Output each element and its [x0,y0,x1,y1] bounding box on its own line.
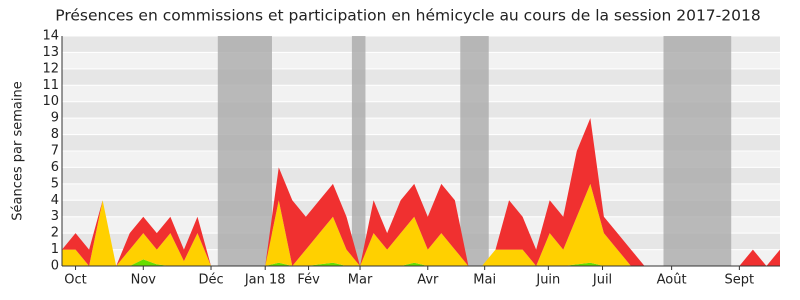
vacation-band [663,36,732,266]
y-tick-label: 10 [42,94,59,109]
x-tick-label: Juil [592,273,612,288]
x-tick-label: Nov [131,273,157,288]
y-tick-label: 8 [51,127,59,142]
x-tick-label: Juin [535,273,560,288]
area [62,259,780,266]
y-tick-label: 13 [42,45,59,60]
vacation-band [217,36,272,266]
y-tick-label: 7 [51,144,59,159]
x-tick-label: Sept [725,273,755,288]
y-tick-label: 3 [51,209,59,224]
y-tick-label: 6 [51,160,59,175]
y-tick-label: 1 [51,242,59,257]
y-tick-label: 4 [51,193,59,208]
vacation-band [351,36,366,266]
y-tick-label: 12 [42,61,59,76]
x-tick-label: Août [657,273,687,288]
y-tick-label: 14 [42,29,59,44]
x-tick-label: Fév [297,273,320,288]
x-tick-label: Jan 18 [244,273,286,288]
chart-title: Présences en commissions et participatio… [55,7,760,25]
x-tick-label: Mar [348,273,373,288]
x-tick-label: Déc [198,273,223,288]
y-tick-label: 0 [51,259,59,274]
area [62,183,780,266]
x-tick-label: Mai [473,273,496,288]
y-tick-label: 9 [51,111,59,126]
y-tick-label: 5 [51,176,59,191]
y-tick-label: 2 [51,226,59,241]
y-tick-label: 11 [42,78,59,93]
y-axis-label: Séances par semaine [11,81,26,220]
x-tick-label: Oct [64,273,86,288]
vacation-band [460,36,489,266]
x-tick-label: Avr [417,273,439,288]
